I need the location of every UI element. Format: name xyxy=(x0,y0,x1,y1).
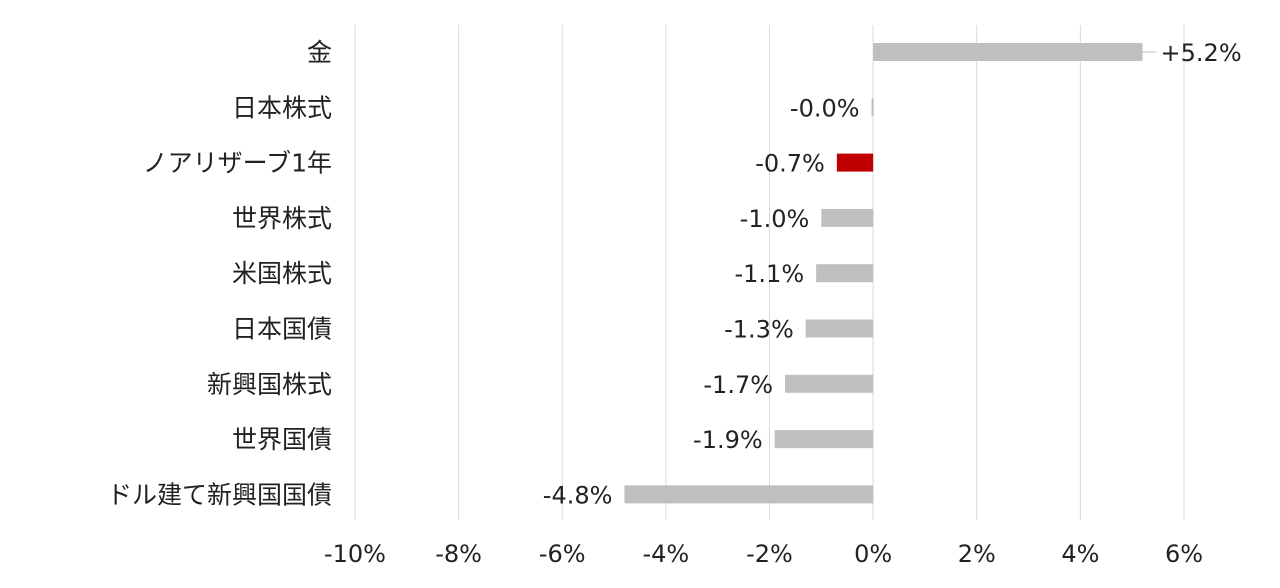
category-labels: 金日本株式ノアリザーブ1年世界株式米国株式日本国債新興国株式世界国債ドル建て新興… xyxy=(107,38,332,509)
bar xyxy=(873,43,1143,61)
category-label: 米国株式 xyxy=(232,259,332,288)
bar xyxy=(774,430,874,449)
data-label: +5.2% xyxy=(1161,39,1242,67)
category-label: 世界国債 xyxy=(232,425,332,454)
data-label: -1.1% xyxy=(734,260,804,288)
data-label: -1.9% xyxy=(693,426,763,454)
x-tick-label: -8% xyxy=(435,540,482,568)
category-label: ノアリザーブ1年 xyxy=(143,149,332,178)
x-tick-label: 6% xyxy=(1165,540,1203,568)
bar xyxy=(836,153,874,172)
bar xyxy=(816,264,874,283)
x-tick-label: -4% xyxy=(643,540,690,568)
data-label: -1.0% xyxy=(740,205,810,233)
category-label: 新興国株式 xyxy=(207,370,332,399)
data-label: -1.3% xyxy=(724,316,794,344)
category-label: 日本国債 xyxy=(232,315,332,344)
x-tick-label: -6% xyxy=(539,540,586,568)
bar xyxy=(871,98,874,117)
data-label: -1.7% xyxy=(703,371,773,399)
bars xyxy=(624,43,1143,504)
bar xyxy=(821,208,874,227)
x-tick-label: -2% xyxy=(746,540,793,568)
data-label: -4.8% xyxy=(543,481,613,509)
category-label: 世界株式 xyxy=(232,204,332,233)
data-label: -0.7% xyxy=(755,150,825,178)
bar xyxy=(805,319,874,338)
x-tick-label: -10% xyxy=(324,540,386,568)
category-label: 金 xyxy=(307,38,332,67)
bar xyxy=(785,374,874,393)
category-label: ドル建て新興国国債 xyxy=(107,480,332,509)
data-label: -0.0% xyxy=(790,94,860,122)
x-tick-label: 0% xyxy=(854,540,892,568)
category-label: 日本株式 xyxy=(232,93,332,122)
data-labels: +5.2% -0.0% -0.7% -1.0% -1.1% -1.3% -1.7% -1.9%… xyxy=(543,39,1242,509)
x-tick-label: 2% xyxy=(958,540,996,568)
x-tick-label: 4% xyxy=(1061,540,1099,568)
x-axis-tick-labels: -10% -8% -6% -4% -2% 0% 2% 4% 6% xyxy=(324,540,1203,568)
bar xyxy=(624,485,874,504)
